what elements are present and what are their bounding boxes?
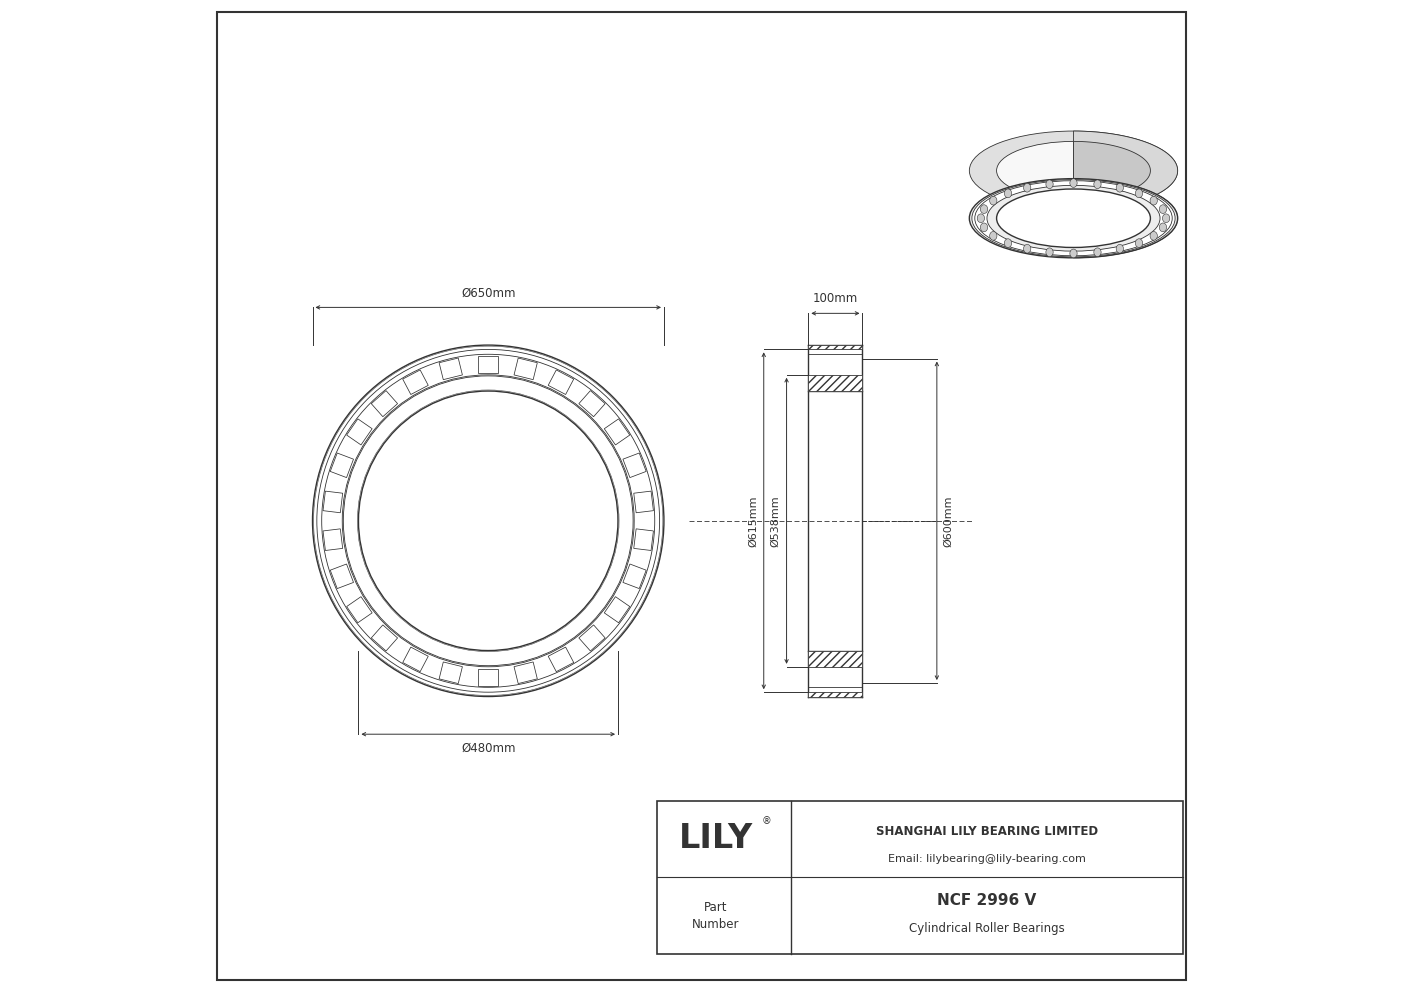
Text: ®: ® [762,816,772,826]
Polygon shape [330,453,354,477]
Polygon shape [623,453,647,477]
Polygon shape [549,370,574,395]
Polygon shape [1073,142,1150,247]
Text: Email: lilybearing@lily-bearing.com: Email: lilybearing@lily-bearing.com [888,854,1086,864]
Polygon shape [439,662,463,683]
Ellipse shape [996,142,1150,199]
Polygon shape [372,625,397,651]
Text: Part
Number: Part Number [692,901,739,930]
Polygon shape [1073,131,1177,258]
Ellipse shape [972,180,1176,257]
Text: SHANGHAI LILY BEARING LIMITED: SHANGHAI LILY BEARING LIMITED [875,824,1097,838]
Ellipse shape [981,223,988,232]
Bar [808,345,863,349]
Ellipse shape [1163,214,1170,222]
Polygon shape [634,491,654,513]
Ellipse shape [989,196,998,205]
Ellipse shape [975,181,1173,256]
Ellipse shape [969,179,1177,258]
Ellipse shape [1094,180,1101,188]
Text: LILY: LILY [679,822,753,855]
Ellipse shape [1159,204,1167,213]
Polygon shape [478,669,498,686]
Text: Ø600mm: Ø600mm [943,495,953,547]
Text: Cylindrical Roller Bearings: Cylindrical Roller Bearings [909,922,1065,934]
Polygon shape [347,419,372,445]
Polygon shape [323,491,342,513]
Ellipse shape [1045,248,1054,257]
Polygon shape [579,391,605,417]
Ellipse shape [1150,196,1157,205]
Text: Ø650mm: Ø650mm [462,287,515,300]
Ellipse shape [1135,239,1142,247]
Ellipse shape [1005,239,1012,247]
Ellipse shape [978,214,985,222]
Bar [808,692,863,696]
Bar [808,651,863,667]
Ellipse shape [969,131,1177,210]
Polygon shape [403,370,428,395]
Ellipse shape [1024,244,1031,253]
Polygon shape [513,662,537,683]
Text: Ø538mm: Ø538mm [770,495,780,547]
Ellipse shape [1094,248,1101,257]
Ellipse shape [986,186,1160,251]
Bar [657,801,1183,954]
Ellipse shape [1024,184,1031,192]
Ellipse shape [1117,244,1124,253]
Ellipse shape [1070,249,1078,258]
Ellipse shape [1070,179,1078,187]
Polygon shape [323,529,342,551]
Polygon shape [513,358,537,380]
Polygon shape [634,529,654,551]
Ellipse shape [1159,223,1167,232]
Polygon shape [330,564,354,588]
Ellipse shape [989,231,998,240]
Ellipse shape [1150,231,1157,240]
Polygon shape [439,358,463,380]
Polygon shape [623,564,647,588]
Text: Ø480mm: Ø480mm [462,742,515,755]
Ellipse shape [981,204,988,213]
Ellipse shape [1005,189,1012,197]
Polygon shape [478,355,498,373]
Polygon shape [347,596,372,623]
Ellipse shape [996,189,1150,247]
Bar [808,375,863,391]
Polygon shape [605,419,630,445]
Ellipse shape [1135,189,1142,197]
Polygon shape [372,391,397,417]
Ellipse shape [1117,184,1124,192]
Text: Ø615mm: Ø615mm [748,495,758,547]
Polygon shape [403,647,428,672]
Polygon shape [579,625,605,651]
Text: 100mm: 100mm [812,293,859,306]
Polygon shape [605,596,630,623]
Text: NCF 2996 V: NCF 2996 V [937,893,1037,908]
Polygon shape [549,647,574,672]
Ellipse shape [1045,180,1054,188]
